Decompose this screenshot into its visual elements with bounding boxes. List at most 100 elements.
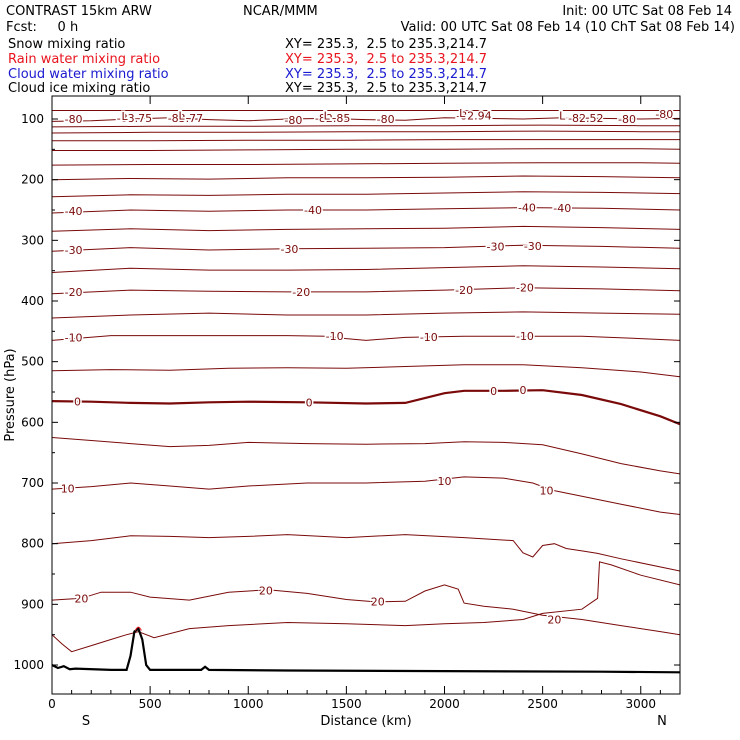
contour-label-29: 0	[520, 384, 527, 397]
y-tick-label-700: 700	[21, 476, 44, 490]
y-tick-label-400: 400	[21, 294, 44, 308]
contour-label-19: -20	[292, 286, 310, 299]
field-3-xy: XY= 235.3, 2.5 to 235.3,214.7	[285, 81, 488, 96]
contour-label-38: L	[178, 109, 185, 122]
contour-label-31: 10	[438, 475, 452, 488]
x-tick-label-2500: 2500	[527, 697, 558, 711]
contour-label-13: -40	[553, 202, 571, 215]
field-1-name: Rain water mixing ratio	[8, 52, 161, 67]
y-tick-label-1000: 1000	[13, 658, 44, 672]
contour-label-5: -80	[377, 113, 395, 126]
contour-label-10: -40	[65, 205, 83, 218]
contour-label-22: -10	[65, 331, 83, 344]
contour-line--10	[52, 335, 680, 341]
contour-line-20	[52, 584, 680, 636]
y-tick-label-600: 600	[21, 415, 44, 429]
contour-label-2: -83.77	[168, 112, 203, 125]
x-axis-label: Distance (km)	[320, 714, 411, 729]
contour-line-5	[52, 437, 680, 475]
contour-line--20	[52, 287, 680, 295]
contour-label-4: -82.85	[315, 112, 350, 125]
header-init: Init: 00 UTC Sat 08 Feb 14	[562, 4, 732, 19]
contour-label-8: -80	[618, 113, 636, 126]
contour-line-0	[52, 389, 680, 426]
contour-label-37: L	[122, 110, 129, 123]
contour-label-3: -80	[284, 114, 302, 127]
x-tick-label-1000: 1000	[233, 697, 264, 711]
contour-label-6: -82.94	[456, 109, 491, 122]
contour-label-28: 0	[490, 385, 497, 398]
x-tick-label-1500: 1500	[331, 697, 362, 711]
contour-label-41: L	[559, 109, 566, 122]
y-tick-label-300: 300	[21, 233, 44, 247]
contour-label-11: -40	[304, 204, 322, 217]
contour-line-25	[52, 561, 680, 653]
contour-line--75	[52, 124, 680, 128]
contour-line--70	[52, 130, 680, 134]
contour-labels: -80 -83.75 -83.77 -80 -82.85 -80 -82.94 -82.52 -…	[59, 105, 675, 628]
contour-label-18: -20	[65, 286, 83, 299]
contour-line-15	[52, 534, 680, 572]
x-tick-label-3000: 3000	[625, 697, 656, 711]
contour-line--30	[52, 244, 680, 252]
contour-line--25	[52, 265, 680, 273]
contour-line--35	[52, 225, 680, 232]
contour-line--60	[52, 148, 680, 151]
terrain-group	[52, 626, 680, 674]
y-axis-label: Pressure (hPa)	[3, 348, 18, 441]
contour-label-9: -80	[655, 108, 673, 121]
header-title: CONTRAST 15km ARW	[6, 4, 152, 19]
contour-label-0: -80	[65, 113, 83, 126]
contour-label-36: 20	[547, 614, 561, 627]
x-tick-label-2000: 2000	[429, 697, 460, 711]
contour-label-16: -30	[487, 240, 505, 253]
header-fcst: Fcst: 0 h	[6, 20, 79, 35]
contour-line--55	[52, 162, 680, 166]
header-valid: Valid: 00 UTC Sat 08 Feb 14 (10 ChT Sat …	[400, 20, 735, 35]
field-2-xy: XY= 235.3, 2.5 to 235.3,214.7	[285, 67, 488, 82]
contour-label-25: -10	[516, 330, 534, 343]
contour-label-1: -83.75	[117, 112, 152, 125]
contour-label-15: -30	[280, 243, 298, 256]
contour-line--40	[52, 207, 680, 214]
contour-line--80	[52, 117, 680, 122]
contour-label-33: 20	[74, 592, 88, 605]
field-3-name: Cloud ice mixing ratio	[8, 81, 151, 96]
field-0-xy: XY= 235.3, 2.5 to 235.3,214.7	[285, 37, 488, 52]
axes-group: 0 500 1000 1500 2000 2500 30001002003004005006…	[13, 96, 680, 711]
contour-label-20: -20	[455, 284, 473, 297]
y-tick-label-100: 100	[21, 112, 44, 126]
contour-label-23: -10	[326, 330, 344, 343]
contour-label-12: -40	[518, 202, 536, 215]
contour-label-39: L	[324, 109, 331, 122]
contour-label-35: 20	[371, 595, 385, 608]
field-2-name: Cloud water mixing ratio	[8, 67, 169, 82]
contour-label-34: 20	[259, 584, 273, 597]
contour-line-10	[52, 476, 680, 515]
y-tick-label-800: 800	[21, 537, 44, 551]
rain-water-contour	[134, 626, 142, 631]
contour-label-40: L	[459, 107, 466, 120]
x-tick-label-500: 500	[139, 697, 162, 711]
y-tick-label-500: 500	[21, 355, 44, 369]
x-tick-label-0: 0	[48, 697, 56, 711]
y-tick-label-900: 900	[21, 597, 44, 611]
contour-label-27: 0	[306, 396, 313, 409]
field-1-xy: XY= 235.3, 2.5 to 235.3,214.7	[285, 52, 488, 67]
contour-label-32: 10	[540, 484, 554, 497]
contour-lines	[52, 110, 680, 653]
contour-label-14: -30	[65, 244, 83, 257]
contour-line--65	[52, 139, 680, 142]
contour-label-7: -82.52	[568, 112, 603, 125]
contour-label-24: -10	[420, 331, 438, 344]
x-right-end-label: N	[657, 714, 667, 729]
contour-line--50	[52, 175, 680, 181]
contour-label-21: -20	[516, 282, 534, 295]
contour-line--5	[52, 364, 680, 378]
contour-line--45	[52, 191, 680, 198]
contour-label-17: -30	[524, 240, 542, 253]
field-0-name: Snow mixing ratio	[8, 37, 126, 52]
x-left-end-label: S	[82, 714, 90, 729]
y-tick-label-200: 200	[21, 173, 44, 187]
